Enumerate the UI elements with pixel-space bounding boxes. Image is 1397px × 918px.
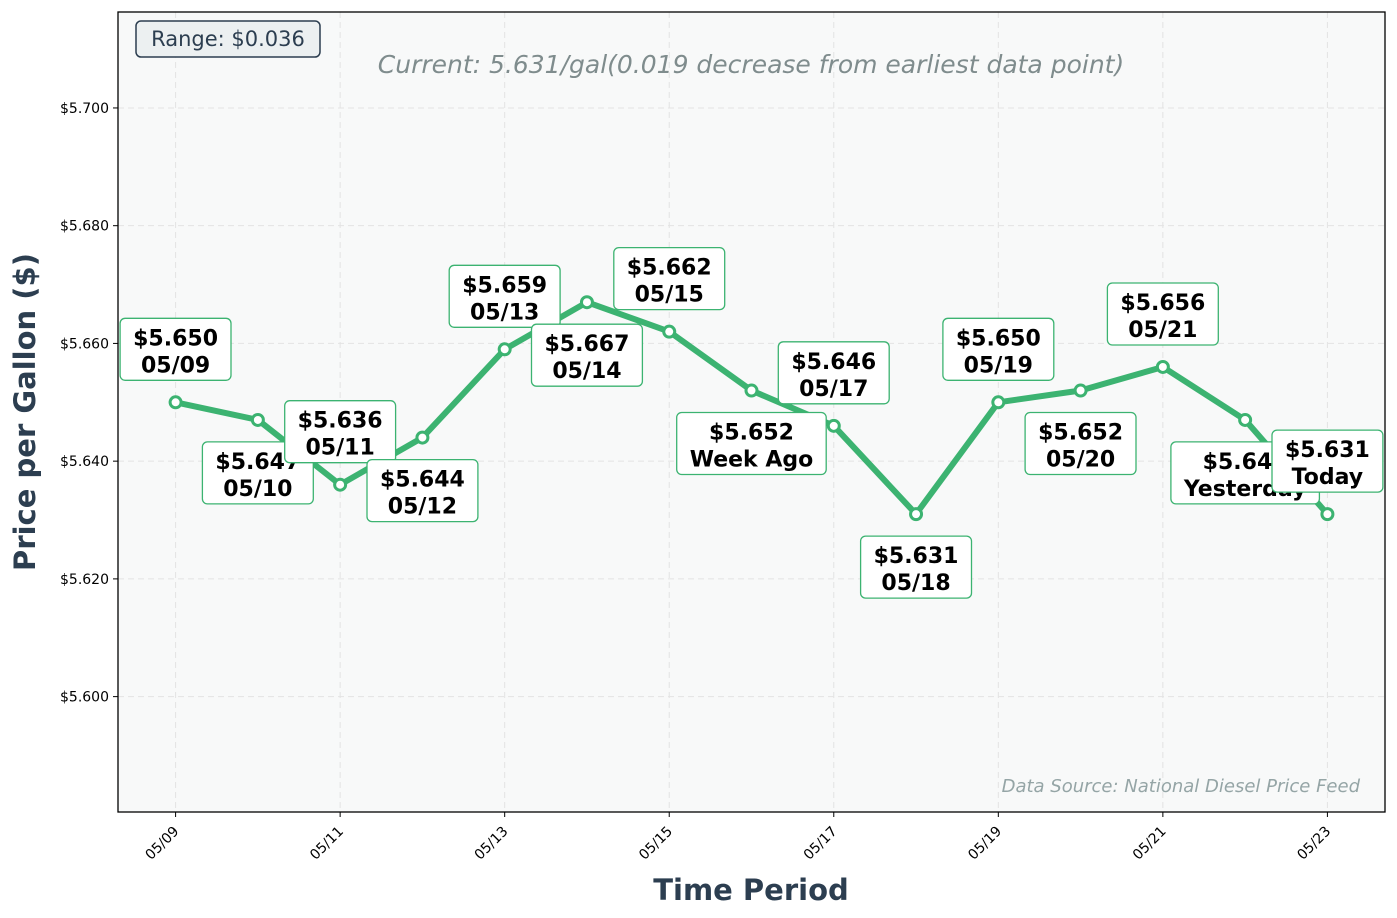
- data-point: [909, 507, 924, 522]
- annotation-box: [366, 458, 479, 523]
- annotation-price: $5.636: [298, 409, 383, 434]
- data-point: [826, 418, 841, 433]
- annotation-price: $5.662: [627, 256, 712, 281]
- data-point: [662, 324, 677, 339]
- annotation-price: $5.631: [874, 544, 959, 569]
- y-tick-label: $5.680: [60, 219, 109, 235]
- annotation-date: Today: [1292, 465, 1363, 490]
- y-axis-ticks: $5.600 $5.620 $5.640 $5.660 $5.680 $5.700: [60, 101, 118, 706]
- data-point: [168, 395, 183, 410]
- annotation-box: [676, 411, 827, 476]
- data-point: [991, 395, 1006, 410]
- y-tick-label: $5.600: [60, 690, 109, 706]
- plot-frame: [117, 11, 1386, 813]
- annotation-date: 05/18: [881, 571, 950, 596]
- data-point: [497, 342, 512, 357]
- annotation-date: 05/09: [141, 353, 210, 378]
- annotation-date: Week Ago: [690, 448, 814, 473]
- data-point: [1155, 359, 1170, 374]
- x-tick-label: 05/09: [143, 824, 183, 864]
- x-tick-label: 05/17: [801, 824, 841, 864]
- annotation-price: $5.644: [380, 468, 465, 493]
- annotation-price: $5.652: [1038, 421, 1123, 446]
- data-point: [415, 430, 430, 445]
- annotation-box: [613, 246, 726, 311]
- x-tick-label: 05/23: [1294, 824, 1334, 864]
- annotation-box: [1024, 411, 1137, 476]
- annotation-date: 05/17: [799, 377, 868, 402]
- annotation-date: 05/21: [1128, 318, 1197, 343]
- x-tick-label: 05/15: [636, 824, 676, 864]
- annotation-date: 05/13: [470, 300, 539, 325]
- data-point: [744, 383, 759, 398]
- annotation-date: 05/19: [964, 353, 1033, 378]
- x-tick-label: 05/19: [965, 824, 1005, 864]
- annotation-price: $5.646: [791, 350, 876, 375]
- data-source-note: Data Source: National Diesel Price Feed: [1002, 776, 1361, 797]
- annotation-date: 05/11: [306, 436, 375, 461]
- annotation-price: $5.667: [545, 332, 630, 357]
- annotation-box: [942, 317, 1055, 381]
- y-axis-title: Price per Gallon ($): [8, 253, 42, 571]
- x-tick-label: 05/13: [472, 824, 512, 864]
- data-point: [579, 295, 594, 310]
- annotation-date: 05/15: [635, 283, 704, 308]
- y-tick-label: $5.700: [60, 101, 109, 117]
- annotation-price: $5.650: [133, 326, 218, 351]
- chart-subtitle: Current: 5.631/gal(0.019 decrease from e…: [378, 50, 1124, 79]
- range-badge: Range: $0.036: [135, 20, 321, 58]
- data-point: [1073, 383, 1088, 398]
- price-annotations: $5.65005/09$5.64705/10$5.63605/11$5.6440…: [119, 246, 1384, 599]
- annotation-box: [284, 400, 397, 464]
- annotation-price: $5.650: [956, 326, 1041, 351]
- annotation-box: [119, 317, 232, 381]
- annotation-price: $5.659: [462, 273, 547, 298]
- annotation-date: 05/14: [552, 359, 621, 384]
- annotation-date: 05/10: [223, 477, 292, 502]
- annotation-price: $5.631: [1285, 438, 1370, 463]
- y-tick-label: $5.660: [60, 336, 109, 352]
- range-badge-box: [135, 20, 321, 58]
- annotation-box: [448, 264, 561, 328]
- x-tick-label: 05/21: [1130, 824, 1170, 864]
- annotation-price: $5.652: [709, 421, 794, 446]
- annotation-box: [1106, 282, 1219, 346]
- annotation-price: $5.656: [1120, 291, 1205, 316]
- range-badge-text: Range: $0.036: [151, 27, 305, 51]
- annotation-box: [530, 323, 644, 387]
- x-axis-title: Time Period: [653, 873, 849, 907]
- annotation-date: 05/20: [1046, 448, 1115, 473]
- price-markers: [168, 295, 1335, 522]
- annotation-box: [777, 341, 890, 405]
- x-axis-ticks: 05/09 05/11 05/13 05/15 05/17 05/19 05/21 05/23: [143, 812, 1334, 864]
- y-tick-label: $5.620: [60, 572, 109, 588]
- annotation-date: 05/12: [388, 495, 457, 520]
- data-point: [333, 477, 348, 492]
- data-point: [1320, 507, 1335, 522]
- data-point: [250, 412, 265, 427]
- annotation-box: [1271, 429, 1384, 493]
- annotation-box: [859, 535, 973, 599]
- data-point: [1238, 412, 1253, 427]
- y-tick-label: $5.640: [60, 454, 109, 470]
- x-tick-label: 05/11: [307, 824, 347, 864]
